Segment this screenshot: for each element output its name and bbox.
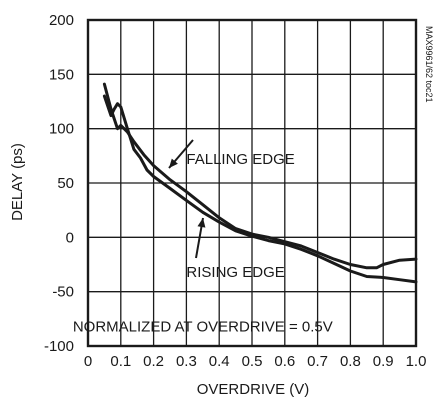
grid-layer	[87, 19, 417, 347]
x-tick-label: 0.2	[143, 353, 164, 370]
rising-edge-label: RISING EDGE	[186, 264, 284, 281]
x-tick-labels: 0 0.1 0.2 0.3 0.4 0.5 0.6 0.7 0.8 0.9 1.0	[84, 353, 427, 370]
x-tick-label: 1.0	[406, 353, 427, 370]
x-tick-label: 0.5	[242, 353, 263, 370]
x-axis-title: OVERDRIVE (V)	[197, 381, 310, 398]
y-tick-label: -50	[52, 284, 74, 301]
annotation-layer: FALLING EDGE RISING EDGE NORMALIZED AT OVE…	[73, 139, 333, 335]
rising-edge-series-line	[102, 94, 418, 284]
x-tick-label: 0.8	[340, 353, 361, 370]
y-axis-title: DELAY (ps)	[9, 143, 26, 221]
y-tick-label: 50	[57, 175, 74, 192]
plot-frame	[86, 18, 418, 348]
x-tick-label: 0.1	[110, 353, 131, 370]
series-layer	[102, 82, 418, 284]
x-tick-label: 0.9	[373, 353, 394, 370]
y-tick-label: 200	[49, 12, 74, 29]
x-tick-label: 0.7	[307, 353, 328, 370]
x-tick-label: 0.3	[176, 353, 197, 370]
normalization-note: NORMALIZED AT OVERDRIVE = 0.5V	[73, 318, 333, 335]
falling-edge-pointer-arrow-head	[169, 158, 178, 168]
y-tick-label: 150	[49, 66, 74, 83]
falling-edge-label: FALLING EDGE	[186, 151, 294, 168]
x-tick-label: 0.4	[209, 353, 230, 370]
x-tick-label: 0.6	[274, 353, 295, 370]
figure-id-label: MAX9961/62 toc21	[424, 26, 434, 103]
y-tick-label: 100	[49, 121, 74, 138]
y-tick-label: 0	[66, 229, 74, 246]
y-tick-labels: -100 -50 0 50 100 150 200	[44, 12, 74, 355]
y-tick-label: -100	[44, 338, 74, 355]
rising-edge-pointer-arrow-head	[197, 218, 206, 228]
x-tick-label: 0	[84, 353, 92, 370]
